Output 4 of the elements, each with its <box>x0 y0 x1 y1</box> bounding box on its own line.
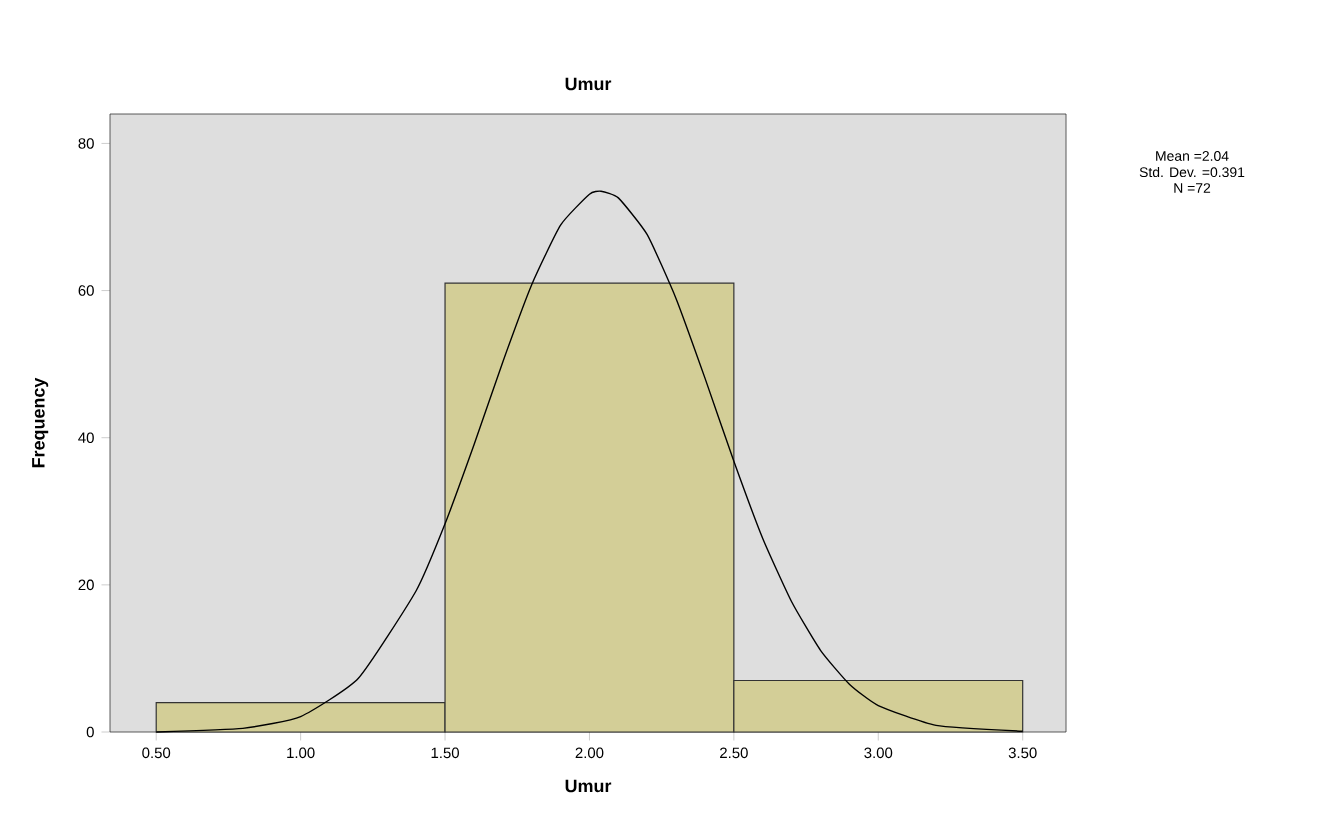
chart-title: Umur <box>565 77 612 91</box>
y-axis-title: Frequency <box>32 377 49 468</box>
x-axis-title: Umur <box>565 779 612 793</box>
line-series <box>155 190 1024 733</box>
